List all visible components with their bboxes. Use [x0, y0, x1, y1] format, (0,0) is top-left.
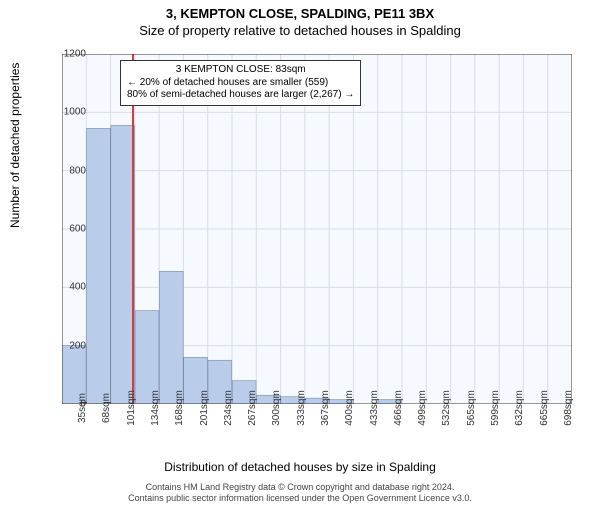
- x-tick-label: 367sqm: [320, 390, 331, 426]
- x-tick-label: 499sqm: [417, 390, 428, 426]
- x-tick-label: 68sqm: [101, 393, 112, 423]
- x-tick-label: 101sqm: [126, 390, 137, 426]
- x-tick-label: 134sqm: [150, 390, 161, 426]
- annotation-line1: 3 KEMPTON CLOSE: 83sqm: [127, 64, 354, 77]
- footer-line1: Contains HM Land Registry data © Crown c…: [10, 482, 590, 493]
- x-tick-label: 168sqm: [174, 390, 185, 426]
- y-tick-label: 800: [69, 165, 86, 176]
- x-tick-label: 234sqm: [223, 390, 234, 426]
- x-tick-label: 665sqm: [539, 390, 550, 426]
- x-tick-label: 201sqm: [199, 390, 210, 426]
- footer: Contains HM Land Registry data © Crown c…: [10, 482, 590, 505]
- annotation-line2: ← 20% of detached houses are smaller (55…: [127, 77, 354, 90]
- x-axis-label: Distribution of detached houses by size …: [0, 460, 600, 474]
- x-tick-label: 466sqm: [393, 390, 404, 426]
- x-tick-label: 532sqm: [441, 390, 452, 426]
- annotation-box: 3 KEMPTON CLOSE: 83sqm ← 20% of detached…: [120, 60, 361, 106]
- x-tick-label: 333sqm: [296, 390, 307, 426]
- page-title: 3, KEMPTON CLOSE, SPALDING, PE11 3BX: [0, 6, 600, 21]
- y-tick-label: 1000: [64, 107, 86, 118]
- x-tick-label: 300sqm: [271, 390, 282, 426]
- x-tick-label: 565sqm: [466, 390, 477, 426]
- footer-line2: Contains public sector information licen…: [10, 493, 590, 504]
- y-tick-label: 1200: [64, 49, 86, 60]
- y-tick-label: 400: [69, 282, 86, 293]
- x-tick-label: 632sqm: [514, 390, 525, 426]
- chart-svg: [62, 54, 572, 404]
- y-tick-label: 200: [69, 340, 86, 351]
- x-tick-label: 400sqm: [344, 390, 355, 426]
- x-tick-label: 267sqm: [247, 390, 258, 426]
- x-tick-label: 698sqm: [563, 390, 574, 426]
- y-tick-label: 600: [69, 224, 86, 235]
- annotation-line3: 80% of semi-detached houses are larger (…: [127, 89, 354, 102]
- x-tick-label: 599sqm: [490, 390, 501, 426]
- chart-area: 3 KEMPTON CLOSE: 83sqm ← 20% of detached…: [62, 54, 572, 404]
- x-tick-label: 35sqm: [77, 393, 88, 423]
- x-tick-label: 433sqm: [369, 390, 380, 426]
- page-subtitle: Size of property relative to detached ho…: [0, 23, 600, 38]
- y-axis-label: Number of detached properties: [8, 63, 22, 228]
